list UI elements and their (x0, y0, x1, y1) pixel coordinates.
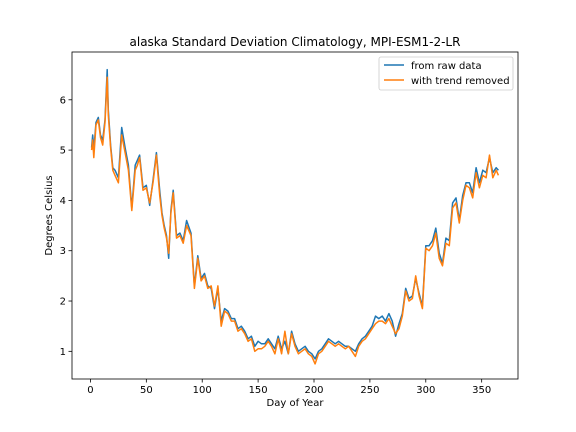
x-tick-label: 250 (360, 385, 379, 396)
series-line-trend-removed (90, 76, 500, 365)
x-axis-label: Day of Year (267, 398, 325, 409)
legend-box (378, 56, 514, 91)
x-tick-label: 350 (472, 385, 491, 396)
y-tick-label: 6 (60, 95, 66, 106)
y-tick-label: 5 (60, 146, 66, 157)
plot-frame (71, 51, 519, 380)
x-tick-label: 50 (140, 385, 153, 396)
legend-label-trend-removed: with trend removed (411, 76, 510, 87)
x-tick-label: 0 (87, 385, 93, 396)
y-axis-label: Degrees Celsius (44, 175, 55, 255)
y-tick-label: 3 (60, 246, 66, 257)
x-tick-label: 150 (249, 385, 268, 396)
y-tick-label: 4 (60, 196, 66, 207)
plot-area: 0 50 100 150 200 250 300 350 1 2 3 4 5 6 (60, 51, 519, 396)
series-layer (90, 68, 500, 365)
chart-title: alaska Standard Deviation Climatology, M… (130, 35, 461, 49)
legend-label-raw: from raw data (411, 61, 482, 72)
x-tick-label: 100 (193, 385, 212, 396)
legend: from raw data with trend removed (378, 56, 514, 91)
y-tick-label: 2 (60, 297, 66, 308)
x-axis: 0 50 100 150 200 250 300 350 (87, 379, 491, 396)
x-tick-label: 200 (304, 385, 323, 396)
y-axis: 1 2 3 4 5 6 (60, 95, 72, 358)
x-tick-label: 300 (416, 385, 435, 396)
y-tick-label: 1 (60, 347, 66, 358)
plot-background (72, 52, 518, 379)
